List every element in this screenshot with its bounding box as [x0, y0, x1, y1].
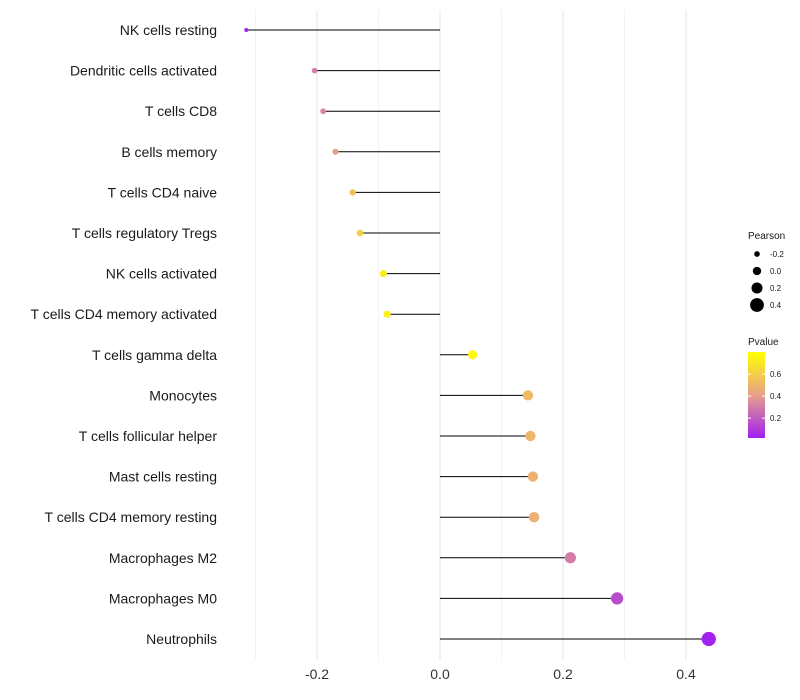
pearson-legend-label: 0.0 — [770, 267, 782, 276]
category-label: B cells memory — [121, 144, 217, 160]
pearson-legend-label: -0.2 — [770, 250, 784, 259]
category-label: T cells CD4 memory activated — [31, 306, 217, 322]
pvalue-legend-title: Pvalue — [748, 337, 779, 348]
lollipop-dot — [349, 189, 356, 196]
lollipop-dot — [468, 350, 478, 360]
lollipop-dot — [311, 67, 318, 74]
lollipop-dot — [244, 27, 249, 33]
pearson-legend-key — [754, 251, 760, 257]
category-label: T cells CD8 — [145, 103, 217, 119]
category-label: NK cells resting — [120, 22, 217, 38]
category-label: Monocytes — [149, 387, 217, 403]
pvalue-tick-label: 0.4 — [770, 392, 782, 401]
category-label: T cells CD4 memory resting — [45, 509, 217, 525]
lollipop-dot — [701, 631, 716, 647]
lollipop-dot — [527, 471, 539, 482]
category-label: NK cells activated — [106, 266, 217, 282]
pearson-legend-key — [752, 266, 762, 276]
category-label: T cells gamma delta — [92, 347, 217, 363]
lollipop-dot — [320, 108, 327, 115]
lollipop-dot — [610, 592, 624, 605]
category-label: Mast cells resting — [109, 469, 217, 485]
pvalue-tick-label: 0.6 — [770, 370, 782, 379]
lollipop-dot — [564, 552, 576, 564]
lollipop-dot — [356, 229, 364, 237]
x-tick-label: 0.2 — [553, 666, 573, 682]
pearson-legend-label: 0.4 — [770, 301, 782, 310]
pearson-legend-label: 0.2 — [770, 284, 782, 293]
x-tick-label: 0.0 — [430, 666, 450, 682]
category-label: Neutrophils — [146, 631, 217, 647]
pearson-legend-title: Pearson — [748, 231, 785, 242]
x-tick-label: -0.2 — [305, 666, 329, 682]
category-label: Dendritic cells activated — [70, 63, 217, 79]
category-label: T cells CD4 naive — [108, 184, 218, 200]
lollipop-dot — [528, 511, 540, 523]
category-label: Macrophages M0 — [109, 590, 217, 606]
category-label: Macrophages M2 — [109, 550, 217, 566]
x-tick-label: 0.4 — [676, 666, 696, 682]
lollipop-dot — [379, 270, 387, 278]
lollipop-dot — [525, 430, 536, 442]
pearson-size-legend: Pearson -0.2 0.0 0.2 0.4 — [748, 231, 785, 312]
lollipop-dot — [383, 310, 391, 318]
category-label: T cells regulatory Tregs — [72, 225, 217, 241]
lollipop-dot — [332, 148, 339, 155]
category-labels: NK cells resting Dendritic cells activate… — [31, 22, 218, 647]
x-axis-ticks: -0.2 0.0 0.2 0.4 — [305, 666, 696, 682]
category-label: T cells follicular helper — [79, 428, 218, 444]
pvalue-colorbar — [748, 352, 765, 438]
lollipop-dots — [244, 27, 716, 647]
pearson-legend-key — [750, 298, 764, 312]
pvalue-tick-label: 0.2 — [770, 414, 782, 423]
pearson-legend-key — [751, 282, 763, 294]
pvalue-color-legend: Pvalue 0.2 0.4 0.6 — [748, 337, 782, 438]
grid-lines — [255, 10, 687, 660]
lollipop-dot — [522, 390, 534, 401]
lollipop-stems — [246, 29, 709, 640]
